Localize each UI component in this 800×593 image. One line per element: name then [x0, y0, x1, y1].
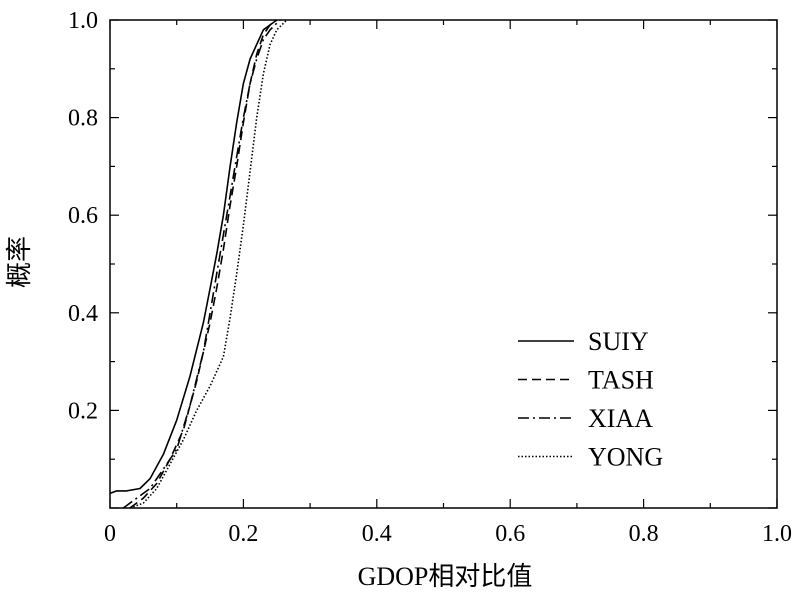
- series-line-tash: [129, 19, 278, 509]
- x-axis-title: GDOP相对比值: [358, 562, 533, 591]
- x-tick-label: 0.6: [495, 521, 525, 547]
- legend: SUIY TASH XIAA YONG: [518, 327, 663, 472]
- tick-labels: 0 0.2 0.4 0.6 0.8 1.0 0.2 0.4 0.6 0.8 1.0: [68, 8, 792, 547]
- series-line-yong: [129, 19, 288, 509]
- y-axis-title: 概率: [5, 236, 34, 288]
- legend-label-suiy: SUIY: [588, 327, 649, 356]
- y-tick-label: 1.0: [68, 8, 98, 34]
- x-tick-label: 0.8: [629, 521, 659, 547]
- y-tick-label: 0.4: [68, 301, 98, 327]
- x-tick-label: 0.2: [228, 521, 258, 547]
- legend-label-yong: YONG: [588, 443, 663, 472]
- series-line-suiy: [109, 19, 278, 495]
- x-tick-label: 0: [104, 521, 116, 547]
- legend-label-tash: TASH: [588, 366, 654, 395]
- axis-ticks: [109, 19, 778, 509]
- x-tick-label: 0.4: [362, 521, 392, 547]
- legend-label-xiaa: XIAA: [588, 404, 653, 433]
- series-line-xiaa: [122, 19, 281, 509]
- plot-border: [109, 19, 778, 509]
- y-tick-label: 0.6: [68, 203, 98, 229]
- series-lines: [109, 19, 288, 509]
- y-tick-label: 0.8: [68, 106, 98, 132]
- x-tick-label: 1.0: [762, 521, 792, 547]
- plot-area: [109, 19, 778, 509]
- y-tick-label: 0.2: [68, 398, 98, 424]
